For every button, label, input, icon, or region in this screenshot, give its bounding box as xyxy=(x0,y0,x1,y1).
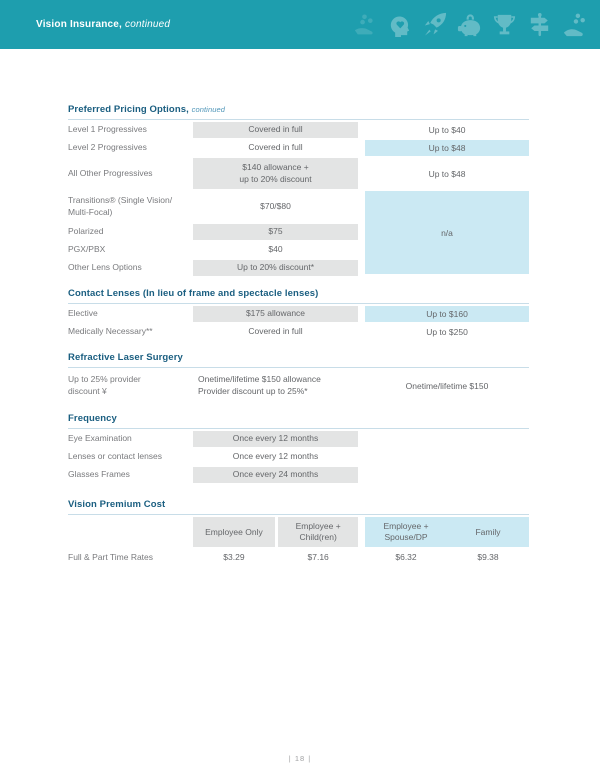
heading-text: Vision Premium Cost xyxy=(68,499,166,510)
plan-benefit-cell: $40 xyxy=(268,244,283,255)
section-heading-vision-premium-cost: Vision Premium Cost xyxy=(68,499,529,515)
row-label: PGX/PBX xyxy=(68,244,106,255)
row-label: Glasses Frames xyxy=(68,469,130,480)
plan-benefit-cell: $140 allowance + up to 20% discount xyxy=(193,158,358,189)
table-row: Polarized $75 xyxy=(68,224,529,240)
plan-benefit-cell: Up to 20% discount* xyxy=(193,260,358,276)
piggy-bank-icon xyxy=(456,11,483,38)
rate-employee-spouse: $6.32 xyxy=(395,551,417,562)
signpost-icon xyxy=(526,11,553,38)
plan-benefit-cell: $175 allowance xyxy=(193,306,358,322)
table-row: Level 2 Progressives Covered in full Up … xyxy=(68,140,529,156)
na-spanning-cell: n/a xyxy=(365,191,529,274)
row-label: Medically Necessary** xyxy=(68,326,153,337)
column-gap xyxy=(358,158,365,189)
heading-text: Refractive Laser Surgery xyxy=(68,352,183,363)
hand-coins-icon xyxy=(561,11,588,38)
rate-employee-only: $3.29 xyxy=(223,551,245,562)
out-of-network-cell: Up to $48 xyxy=(428,168,466,179)
table-row: Elective $175 allowance Up to $160 xyxy=(68,306,529,322)
heading-text: Preferred Pricing Options, xyxy=(68,104,189,115)
out-of-network-cell: Onetime/lifetime $150 xyxy=(405,380,489,391)
plan-benefit-cell: $75 xyxy=(193,224,358,240)
coins-icon xyxy=(351,11,378,38)
column-header-family: Family xyxy=(475,526,501,537)
column-gap xyxy=(358,324,365,340)
rate-employee-children: $7.16 xyxy=(307,551,329,562)
table-row: Other Lens Options Up to 20% discount* xyxy=(68,260,529,276)
column-header-blue-group: Employee + Spouse/DP Family xyxy=(365,517,529,547)
out-of-network-cell: Up to $48 xyxy=(365,140,529,156)
rate-family: $9.38 xyxy=(477,551,499,562)
heading-text: Contact Lenses (In lieu of frame and spe… xyxy=(68,288,319,299)
row-label: Level 1 Progressives xyxy=(68,124,147,135)
rocket-icon xyxy=(421,11,448,38)
plan-benefit-cell: Once every 24 months xyxy=(193,467,358,483)
section-frequency: Frequency Eye Examination Once every 12 … xyxy=(68,413,529,483)
column-header-employee-only: Employee Only xyxy=(192,517,276,547)
row-label: Full & Part Time Rates xyxy=(68,552,154,562)
column-header-employee-spouse: Employee + Spouse/DP xyxy=(383,521,429,542)
row-label: Eye Examination xyxy=(68,433,132,444)
table-row: All Other Progressives $140 allowance + u… xyxy=(68,158,529,189)
page-number: | 18 | xyxy=(288,754,312,763)
table-row: Up to 25% provider discount ¥ Onetime/lif… xyxy=(68,370,529,401)
out-of-network-cell: Up to $40 xyxy=(428,125,466,135)
page-title-suffix: continued xyxy=(122,19,171,30)
plan-benefit-cell: Covered in full xyxy=(193,122,358,138)
plan-benefit-cell: Covered in full xyxy=(248,142,303,153)
head-heart-icon xyxy=(386,11,413,38)
premium-header-spacer xyxy=(68,517,193,547)
column-gap xyxy=(358,140,365,156)
table-row: Eye Examination Once every 12 months xyxy=(68,431,529,447)
section-heading-preferred-pricing: Preferred Pricing Options, continued xyxy=(68,104,529,120)
heading-text: Frequency xyxy=(68,413,117,424)
page-title-main: Vision Insurance, xyxy=(36,19,123,30)
na-row-group: Transitions® (Single Vision/Multi-Focal)… xyxy=(68,191,529,276)
row-label: Lenses or contact lenses xyxy=(68,451,163,462)
table-row: Level 1 Progressives Covered in full Up … xyxy=(68,122,529,138)
premium-header-row: Employee Only Employee + Child(ren) Empl… xyxy=(68,517,529,547)
table-row: PGX/PBX $40 xyxy=(68,242,529,258)
out-of-network-cell: Up to $160 xyxy=(365,306,529,322)
section-heading-refractive-laser: Refractive Laser Surgery xyxy=(68,352,529,368)
row-label: Other Lens Options xyxy=(68,262,142,273)
plan-benefit-cell: Covered in full xyxy=(248,326,303,337)
table-row: Lenses or contact lenses Once every 12 m… xyxy=(68,449,529,465)
plan-benefit-cell: Onetime/lifetime $150 allowance Provider … xyxy=(198,374,321,396)
plan-benefit-cell: Once every 12 months xyxy=(193,431,358,447)
column-gap xyxy=(358,306,365,322)
section-vision-premium-cost: Vision Premium Cost Employee Only Employ… xyxy=(68,499,529,565)
row-label: Level 2 Progressives xyxy=(68,142,147,153)
table-row: Glasses Frames Once every 24 months xyxy=(68,467,529,483)
section-contact-lenses: Contact Lenses (In lieu of frame and spe… xyxy=(68,288,529,340)
section-heading-contact-lenses: Contact Lenses (In lieu of frame and spe… xyxy=(68,288,529,304)
row-label: Elective xyxy=(68,308,98,319)
page-title: Vision Insurance, continued xyxy=(36,19,170,30)
table-row: Medically Necessary** Covered in full Up… xyxy=(68,324,529,340)
plan-benefit-cell: $70/$80 xyxy=(260,200,291,211)
row-label: Up to 25% provider discount ¥ xyxy=(68,374,141,396)
row-label: Transitions® (Single Vision/Multi-Focal) xyxy=(68,195,173,217)
column-gap xyxy=(358,122,365,138)
row-label: All Other Progressives xyxy=(68,167,153,178)
column-gap xyxy=(358,370,365,401)
page-content: Preferred Pricing Options, continued Lev… xyxy=(68,104,529,567)
out-of-network-cell: Up to $250 xyxy=(426,327,468,337)
heading-continued-suffix: continued xyxy=(191,105,226,114)
section-preferred-pricing: Preferred Pricing Options, continued Lev… xyxy=(68,104,529,276)
table-row: Transitions® (Single Vision/Multi-Focal)… xyxy=(68,191,529,222)
benefits-icon-strip xyxy=(351,11,588,38)
row-label: Polarized xyxy=(68,226,104,237)
column-header-employee-children: Employee + Child(ren) xyxy=(278,517,358,547)
section-refractive-laser: Refractive Laser Surgery Up to 25% provi… xyxy=(68,352,529,401)
plan-benefit-cell: Once every 12 months xyxy=(232,451,319,462)
section-heading-frequency: Frequency xyxy=(68,413,529,429)
trophy-icon xyxy=(491,11,518,38)
header-bar: Vision Insurance, continued xyxy=(0,0,600,49)
rate-right-group: $6.32 $9.38 xyxy=(365,549,529,565)
premium-data-row: Full & Part Time Rates $3.29 $7.16 $6.32… xyxy=(68,549,529,565)
